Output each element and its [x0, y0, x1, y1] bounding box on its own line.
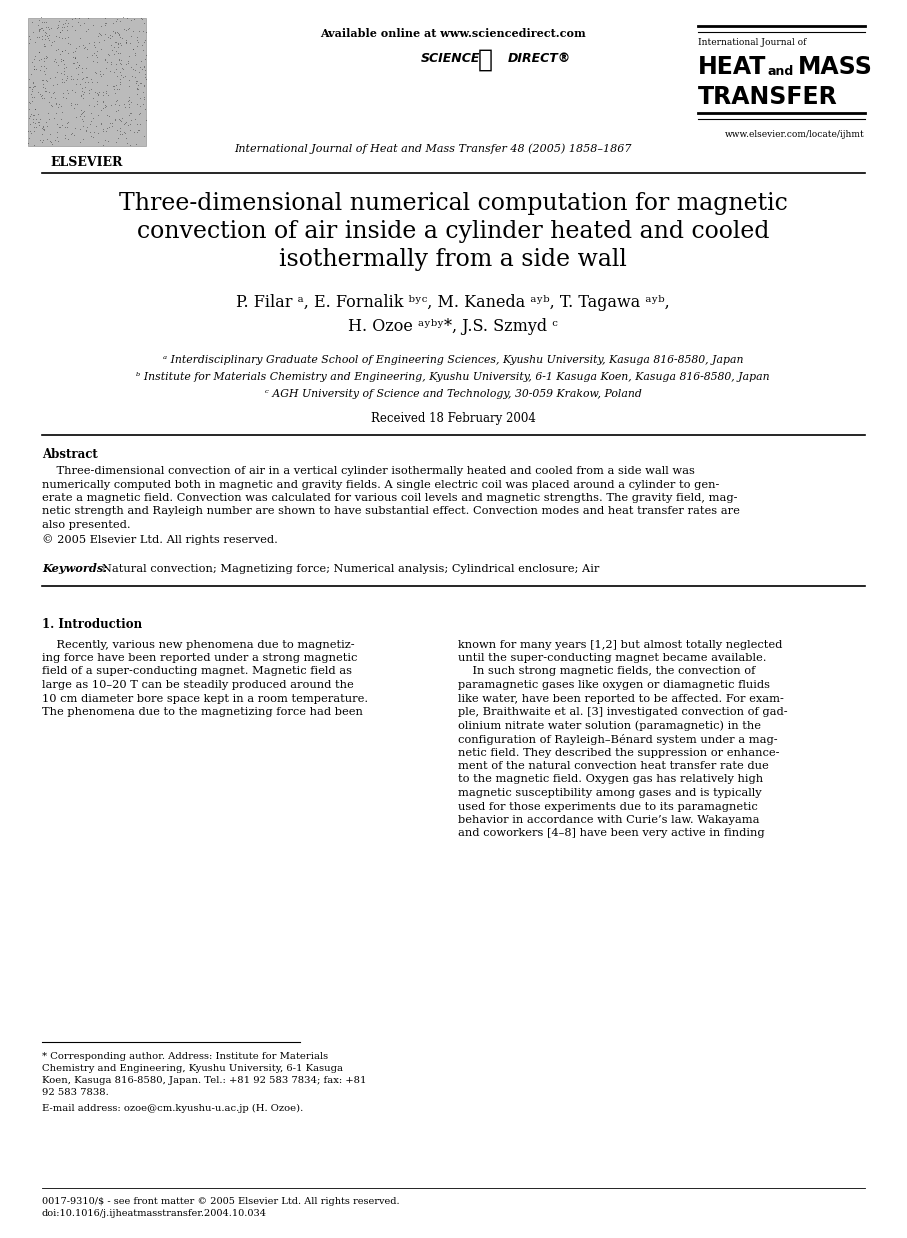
Text: large as 10–20 T can be steadily produced around the: large as 10–20 T can be steadily produce…	[42, 680, 354, 690]
Text: International Journal of: International Journal of	[698, 38, 806, 47]
Text: field of a super-conducting magnet. Magnetic field as: field of a super-conducting magnet. Magn…	[42, 666, 352, 676]
Text: until the super-conducting magnet became available.: until the super-conducting magnet became…	[458, 652, 766, 664]
Text: TRANSFER: TRANSFER	[698, 85, 838, 109]
Text: Available online at www.sciencedirect.com: Available online at www.sciencedirect.co…	[320, 28, 586, 40]
Text: magnetic susceptibility among gases and is typically: magnetic susceptibility among gases and …	[458, 789, 762, 799]
Text: configuration of Rayleigh–Bénard system under a mag-: configuration of Rayleigh–Bénard system …	[458, 734, 777, 745]
Text: MASS: MASS	[798, 54, 873, 79]
Text: International Journal of Heat and Mass Transfer 48 (2005) 1858–1867: International Journal of Heat and Mass T…	[234, 144, 632, 154]
Text: known for many years [1,2] but almost totally neglected: known for many years [1,2] but almost to…	[458, 640, 783, 650]
Text: behavior in accordance with Curie’s law. Wakayama: behavior in accordance with Curie’s law.…	[458, 815, 759, 825]
Text: doi:10.1016/j.ijheatmasstransfer.2004.10.034: doi:10.1016/j.ijheatmasstransfer.2004.10…	[42, 1210, 267, 1218]
Text: 1. Introduction: 1. Introduction	[42, 618, 142, 630]
Text: ⓐ: ⓐ	[477, 48, 493, 72]
Text: and coworkers [4–8] have been very active in finding: and coworkers [4–8] have been very activ…	[458, 828, 765, 838]
Text: Chemistry and Engineering, Kyushu University, 6-1 Kasuga: Chemistry and Engineering, Kyushu Univer…	[42, 1063, 343, 1073]
Text: netic strength and Rayleigh number are shown to have substantial effect. Convect: netic strength and Rayleigh number are s…	[42, 506, 740, 516]
Text: numerically computed both in magnetic and gravity fields. A single electric coil: numerically computed both in magnetic an…	[42, 479, 719, 489]
Bar	[28, 19, 146, 146]
Text: Koen, Kasuga 816-8580, Japan. Tel.: +81 92 583 7834; fax: +81: Koen, Kasuga 816-8580, Japan. Tel.: +81 …	[42, 1076, 366, 1084]
Text: DIRECT®: DIRECT®	[508, 52, 571, 66]
Text: convection of air inside a cylinder heated and cooled: convection of air inside a cylinder heat…	[137, 220, 769, 243]
Text: Three-dimensional numerical computation for magnetic: Three-dimensional numerical computation …	[119, 192, 787, 215]
Text: P. Filar ᵃ, E. Fornalik ᵇʸᶜ, M. Kaneda ᵃʸᵇ, T. Tagawa ᵃʸᵇ,: P. Filar ᵃ, E. Fornalik ᵇʸᶜ, M. Kaneda ᵃ…	[236, 293, 670, 311]
Text: isothermally from a side wall: isothermally from a side wall	[279, 248, 627, 271]
Text: www.elsevier.com/locate/ijhmt: www.elsevier.com/locate/ijhmt	[726, 130, 865, 139]
Text: ᵃ Interdisciplinary Graduate School of Engineering Sciences, Kyushu University, : ᵃ Interdisciplinary Graduate School of E…	[162, 355, 743, 365]
Text: HEAT: HEAT	[698, 54, 766, 79]
Text: netic field. They described the suppression or enhance-: netic field. They described the suppress…	[458, 748, 779, 758]
Text: ᶜ AGH University of Science and Technology, 30-059 Krakow, Poland: ᶜ AGH University of Science and Technolo…	[265, 389, 641, 399]
Text: © 2005 Elsevier Ltd. All rights reserved.: © 2005 Elsevier Ltd. All rights reserved…	[42, 535, 278, 545]
Text: Received 18 February 2004: Received 18 February 2004	[371, 412, 535, 425]
Text: ple, Braithwaite et al. [3] investigated convection of gad-: ple, Braithwaite et al. [3] investigated…	[458, 707, 787, 717]
Text: E-mail address: ozoe@cm.kyushu-u.ac.jp (H. Ozoe).: E-mail address: ozoe@cm.kyushu-u.ac.jp (…	[42, 1104, 303, 1113]
Text: like water, have been reported to be affected. For exam-: like water, have been reported to be aff…	[458, 693, 784, 703]
Text: SCIENCE: SCIENCE	[421, 52, 481, 66]
Text: * Corresponding author. Address: Institute for Materials: * Corresponding author. Address: Institu…	[42, 1052, 328, 1061]
Text: Keywords:: Keywords:	[42, 563, 108, 574]
Text: ELSEVIER: ELSEVIER	[51, 156, 123, 170]
Text: erate a magnetic field. Convection was calculated for various coil levels and ma: erate a magnetic field. Convection was c…	[42, 493, 737, 503]
Text: and: and	[768, 66, 795, 78]
Text: to the magnetic field. Oxygen gas has relatively high: to the magnetic field. Oxygen gas has re…	[458, 775, 763, 785]
Text: ment of the natural convection heat transfer rate due: ment of the natural convection heat tran…	[458, 761, 769, 771]
Text: Three-dimensional convection of air in a vertical cylinder isothermally heated a: Three-dimensional convection of air in a…	[42, 465, 695, 475]
Text: Recently, various new phenomena due to magnetiz-: Recently, various new phenomena due to m…	[42, 640, 355, 650]
Text: olinium nitrate water solution (paramagnetic) in the: olinium nitrate water solution (paramagn…	[458, 721, 761, 732]
Text: Abstract: Abstract	[42, 448, 98, 461]
Text: 10 cm diameter bore space kept in a room temperature.: 10 cm diameter bore space kept in a room…	[42, 693, 368, 703]
Text: paramagnetic gases like oxygen or diamagnetic fluids: paramagnetic gases like oxygen or diamag…	[458, 680, 770, 690]
Text: ᵇ Institute for Materials Chemistry and Engineering, Kyushu University, 6-1 Kasu: ᵇ Institute for Materials Chemistry and …	[136, 371, 770, 383]
Text: used for those experiments due to its paramagnetic: used for those experiments due to its pa…	[458, 801, 757, 811]
Text: ing force have been reported under a strong magnetic: ing force have been reported under a str…	[42, 652, 357, 664]
Text: H. Ozoe ᵃʸᵇʸ*, J.S. Szmyd ᶜ: H. Ozoe ᵃʸᵇʸ*, J.S. Szmyd ᶜ	[348, 318, 558, 335]
Text: In such strong magnetic fields, the convection of: In such strong magnetic fields, the conv…	[458, 666, 756, 676]
Text: 0017-9310/$ - see front matter © 2005 Elsevier Ltd. All rights reserved.: 0017-9310/$ - see front matter © 2005 El…	[42, 1197, 400, 1206]
Text: also presented.: also presented.	[42, 520, 131, 530]
Text: Natural convection; Magnetizing force; Numerical analysis; Cylindrical enclosure: Natural convection; Magnetizing force; N…	[102, 563, 600, 573]
Text: The phenomena due to the magnetizing force had been: The phenomena due to the magnetizing for…	[42, 707, 363, 717]
Text: 92 583 7838.: 92 583 7838.	[42, 1088, 109, 1097]
